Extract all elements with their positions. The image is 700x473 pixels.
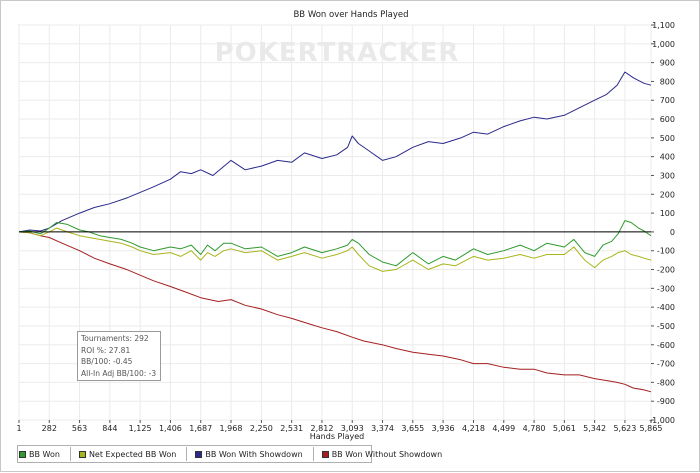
legend-label-without-showdown: BB Won Without Showdown xyxy=(331,449,443,459)
y-tick-label: 0 xyxy=(670,228,675,237)
legend-item-bb-won[interactable]: BB Won xyxy=(19,450,60,459)
series-line-net-expected-bb-won xyxy=(18,227,652,272)
legend-label-with-showdown: BB Won With Showdown xyxy=(205,449,303,459)
y-tick-label: -500 xyxy=(657,322,675,331)
x-tick-label: 2,812 xyxy=(311,424,334,433)
legend-separator xyxy=(312,447,314,461)
pokertracker-watermark: POKERTRACKER xyxy=(215,38,460,68)
x-tick-label: 5,342 xyxy=(583,424,606,433)
x-tick-label: 1,125 xyxy=(129,424,152,433)
y-tick-label: 300 xyxy=(660,171,675,180)
x-tick-label: 5,865 xyxy=(640,424,663,433)
y-tick-label: 400 xyxy=(660,153,675,162)
y-tick-label: 800 xyxy=(660,77,675,86)
series-lines xyxy=(18,71,652,393)
legend-swatch-with-showdown xyxy=(195,450,203,458)
stats-bb100: BB/100: -0.45 xyxy=(81,357,133,366)
x-tick-label: 1,687 xyxy=(189,424,212,433)
y-tick-label: 500 xyxy=(660,134,675,143)
x-tick-label: 3,936 xyxy=(432,424,455,433)
stats-roi: ROI %: 27.81 xyxy=(81,345,131,355)
y-tick-label: 1,000 xyxy=(652,40,675,49)
y-tick-label: 100 xyxy=(660,209,675,218)
y-tick-label: 600 xyxy=(660,115,675,124)
legend-label-bb-won: BB Won xyxy=(29,449,60,459)
legend-swatch-without-showdown xyxy=(321,450,329,458)
stats-box: Tournaments: 292 ROI %: 27.81 BB/100: -0… xyxy=(77,331,161,381)
y-tick-label: 700 xyxy=(660,96,675,105)
x-tick-label: 2,250 xyxy=(250,424,273,433)
x-tick-label: 4,780 xyxy=(523,424,546,433)
x-tick-label: 3,655 xyxy=(401,424,424,433)
x-tick-label: 563 xyxy=(72,424,87,433)
stats-allin-adj: All-In Adj BB/100: -3 xyxy=(81,368,157,378)
y-tick-label: -700 xyxy=(657,360,675,369)
x-tick-label: 1 xyxy=(16,424,21,433)
legend-swatch-bb-won xyxy=(19,450,26,458)
x-tick-label: 3,093 xyxy=(341,424,364,433)
x-tick-label: 1,968 xyxy=(220,424,243,433)
x-tick-label: 5,061 xyxy=(553,424,576,433)
x-tick-label: 4,499 xyxy=(492,424,515,433)
y-tick-label: -300 xyxy=(657,284,675,293)
x-axis-label: Hands Played xyxy=(310,432,364,441)
y-tick-label: -1,000 xyxy=(649,416,675,425)
x-tick-label: 3,374 xyxy=(371,424,394,433)
series-line-bb-won xyxy=(18,220,652,267)
y-tick-label: -800 xyxy=(657,378,675,387)
legend-item-net-expected[interactable]: Net Expected BB Won xyxy=(78,449,177,459)
y-tick-label: -400 xyxy=(657,303,675,312)
y-tick-label: 1,100 xyxy=(652,21,675,30)
legend-label-net-expected: Net Expected BB Won xyxy=(88,449,177,459)
x-tick-label: 844 xyxy=(102,424,117,433)
legend-item-without-showdown[interactable]: BB Won Without Showdown xyxy=(321,449,443,459)
series-line-bb-won-with-showdown xyxy=(18,71,652,233)
legend-separator xyxy=(69,447,71,461)
x-tick-label: 4,218 xyxy=(462,424,485,433)
x-tick-label: 5,623 xyxy=(613,424,636,433)
legend: BB Won Net Expected BB Won BB Won With S… xyxy=(19,447,452,461)
legend-separator xyxy=(186,447,188,461)
y-tick-label: -600 xyxy=(657,341,675,350)
y-axis: 1,100 1,000 900 800 700 600 500 400 300 200 100 0 -1… xyxy=(649,21,675,425)
y-tick-label: -200 xyxy=(657,266,675,275)
stats-tournaments: Tournaments: 292 xyxy=(81,334,149,343)
y-tick-label: -100 xyxy=(657,247,675,256)
legend-frame xyxy=(17,445,372,463)
y-tick-label: 200 xyxy=(660,190,675,199)
legend-item-with-showdown[interactable]: BB Won With Showdown xyxy=(195,449,303,459)
y-tick-label: -900 xyxy=(657,397,675,406)
chart-title: BB Won over Hands Played xyxy=(293,10,408,20)
legend-swatch-net-expected xyxy=(78,450,86,458)
x-axis: 1 282 563 844 1,125 1,406 1,687 1,968 2,250 2,531… xyxy=(16,420,662,433)
y-tick-label: 900 xyxy=(660,59,675,68)
x-tick-label: 282 xyxy=(42,424,57,433)
x-tick-label: 1,406 xyxy=(159,424,182,433)
x-tick-label: 2,531 xyxy=(280,424,303,433)
series-line-bb-won-without-showdown xyxy=(18,231,652,393)
